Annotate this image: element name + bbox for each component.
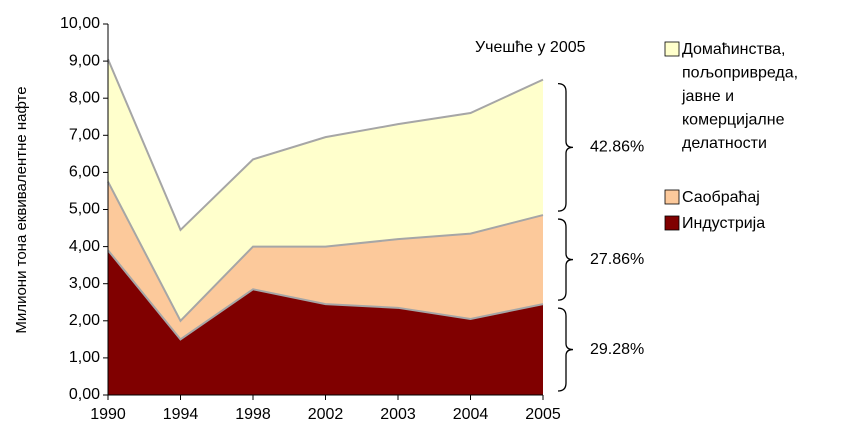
legend-label: Индустрија <box>682 215 765 232</box>
y-tick-label: 10,00 <box>60 15 100 32</box>
y-tick-label: 3,00 <box>69 275 100 292</box>
y-tick-label: 7,00 <box>69 127 100 144</box>
area <box>108 181 543 340</box>
legend-label: Домаћинства, пољопривреда, јавне и комерциј… <box>681 41 798 152</box>
y-tick-label: 2,00 <box>69 312 100 329</box>
y-tick-label: 8,00 <box>69 89 100 106</box>
x-tick-label: 2002 <box>308 406 344 423</box>
y-tick-label: 9,00 <box>69 52 100 69</box>
area-edge <box>107 58 544 232</box>
share-label: 42.86% <box>590 139 644 156</box>
brace <box>557 83 574 212</box>
x-tick-label: 2003 <box>380 406 416 423</box>
area-edge <box>107 181 544 323</box>
legend-label: Саобраћај <box>682 189 760 206</box>
share-label: 27.86% <box>590 251 644 268</box>
brace <box>557 307 574 392</box>
y-tick-label: 1,00 <box>69 349 100 366</box>
brace <box>557 218 574 301</box>
x-tick-label: 1998 <box>235 406 271 423</box>
y-tick-label: 0,00 <box>69 386 100 403</box>
x-tick-label: 1990 <box>90 406 126 423</box>
legend-swatch <box>664 215 680 231</box>
y-axis-label: Милиони тона еквивалентне нафте <box>13 86 30 333</box>
share-label: 29.28% <box>590 341 644 358</box>
y-tick-label: 6,00 <box>69 164 100 181</box>
area-edge <box>107 249 544 341</box>
x-tick-label: 2005 <box>525 406 561 423</box>
share-title: Учешће у 2005 <box>475 39 586 56</box>
y-tick-label: 5,00 <box>69 201 100 218</box>
y-tick-label: 4,00 <box>69 238 100 255</box>
legend-swatch <box>664 41 680 57</box>
x-tick-label: 2004 <box>453 406 489 423</box>
area <box>108 59 543 321</box>
legend-swatch <box>664 189 680 205</box>
area <box>108 250 543 395</box>
x-tick-label: 1994 <box>163 406 199 423</box>
